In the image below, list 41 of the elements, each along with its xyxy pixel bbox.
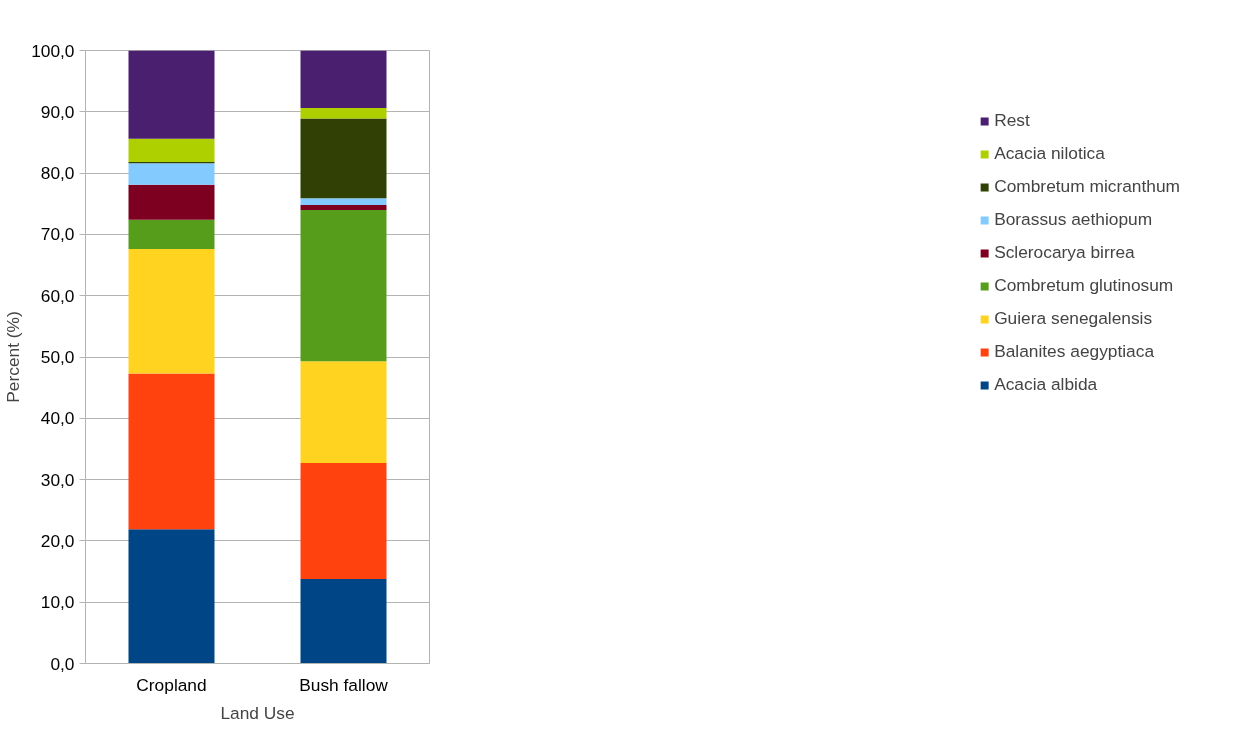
bar bbox=[128, 138, 215, 163]
y-tick-label: 40,0 bbox=[40, 408, 75, 429]
bar bbox=[300, 108, 387, 119]
y-tick-label: 70,0 bbox=[40, 224, 75, 245]
y-axis-title: Percent (%) bbox=[3, 311, 24, 403]
bar bbox=[300, 198, 387, 205]
x-axis-title: Land Use bbox=[220, 702, 295, 723]
bar bbox=[128, 529, 215, 664]
y-tick-label: 90,0 bbox=[40, 101, 75, 122]
bar bbox=[128, 219, 215, 250]
bar bbox=[128, 50, 215, 139]
legend-label: Combretum micranthum bbox=[994, 176, 1180, 197]
bar bbox=[300, 361, 387, 464]
legend-label: Guiera senegalensis bbox=[994, 308, 1153, 329]
bar bbox=[300, 204, 387, 210]
bar bbox=[300, 209, 387, 362]
legend-label: Borassus aethiopum bbox=[994, 209, 1153, 230]
y-tick-label: 10,0 bbox=[40, 592, 75, 613]
legend-label: Rest bbox=[994, 110, 1030, 131]
legend-label: Acacia albida bbox=[994, 374, 1098, 395]
y-tick-label: 80,0 bbox=[40, 163, 75, 184]
legend-label: Balanites aegyptiaca bbox=[994, 341, 1155, 362]
bar bbox=[300, 118, 387, 199]
bar bbox=[128, 163, 215, 185]
bar bbox=[300, 50, 387, 109]
legend-label: Acacia nilotica bbox=[994, 143, 1105, 164]
y-tick-label: 50,0 bbox=[40, 347, 75, 367]
y-tick-label: 60,0 bbox=[40, 285, 75, 306]
x-tick-label: Bush fallow bbox=[299, 674, 389, 695]
bar bbox=[128, 249, 215, 374]
bar bbox=[300, 463, 387, 579]
bar bbox=[128, 184, 215, 220]
y-tick-label: 20,0 bbox=[40, 530, 75, 551]
bar bbox=[128, 373, 215, 530]
legend-label: Sclerocarya birrea bbox=[994, 242, 1135, 263]
y-tick-label: 0,0 bbox=[50, 653, 75, 674]
x-tick-label: Cropland bbox=[136, 674, 207, 695]
y-tick-label: 100,0 bbox=[31, 40, 75, 61]
bar bbox=[300, 578, 387, 664]
legend-label: Combretum glutinosum bbox=[994, 275, 1174, 296]
y-tick-label: 30,0 bbox=[40, 469, 75, 490]
